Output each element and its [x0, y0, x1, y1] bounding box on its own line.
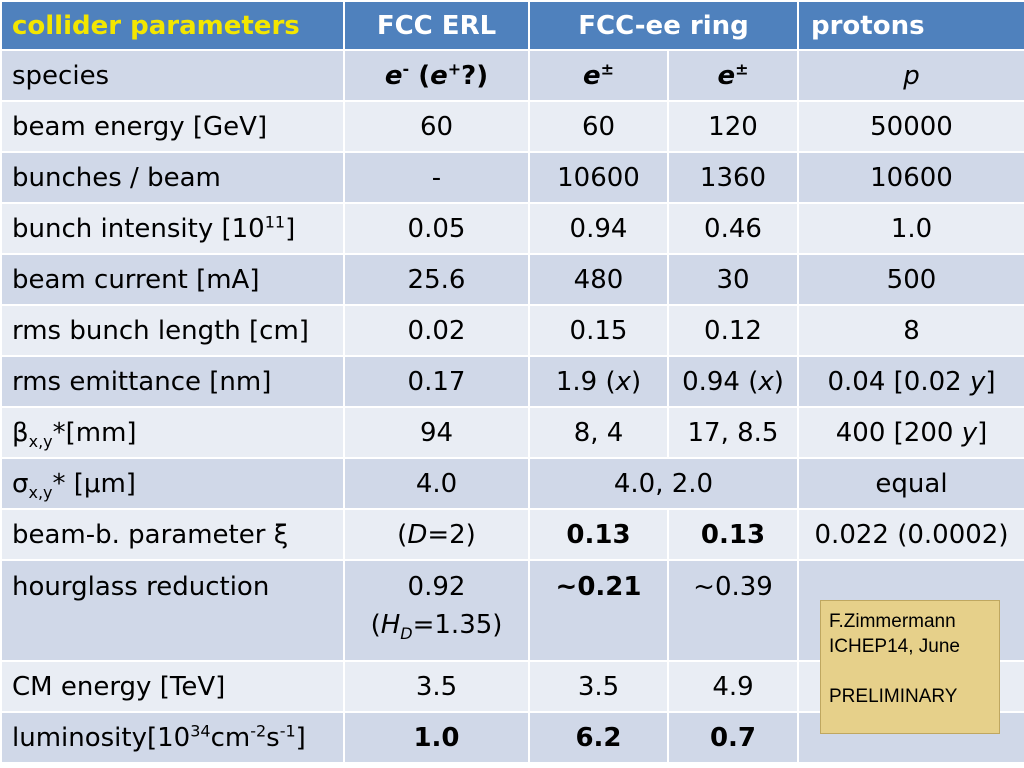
cell-erl: 0.05	[343, 202, 530, 255]
table-title: collider parameters	[0, 0, 345, 51]
cell-protons: equal	[797, 457, 1024, 510]
cell-ring120: 120	[667, 100, 799, 153]
column-header-protons: protons	[797, 0, 1024, 51]
cell-protons: 50000	[797, 100, 1024, 153]
cell-erl: 1.0	[343, 711, 530, 764]
cell-ring120: 0.13	[667, 508, 799, 561]
cell-ring120: 0.94 (x)	[667, 355, 799, 408]
cell-protons: 0.04 [0.02 y]	[797, 355, 1024, 408]
cell-ring60: 8, 4	[528, 406, 669, 459]
row-label: rms bunch length [cm]	[0, 304, 345, 357]
cell-ring60: 6.2	[528, 711, 669, 764]
cell-ring60: 0.13	[528, 508, 669, 561]
row-label: rms emittance [nm]	[0, 355, 345, 408]
cell-erl: -	[343, 151, 530, 204]
row-label: bunch intensity [1011]	[0, 202, 345, 255]
cell-ring60: 480	[528, 253, 669, 306]
cell-erl: 94	[343, 406, 530, 459]
cell-protons: 500	[797, 253, 1024, 306]
row-label: σx,y* [μm]	[0, 457, 345, 510]
table-row-cm-energy: CM energy [TeV] 3.5 3.5 4.9	[0, 660, 1024, 713]
table-row-species: species e- (e+?) e± e± p	[0, 49, 1024, 102]
row-label: species	[0, 49, 345, 102]
table-row-bunches: bunches / beam - 10600 1360 10600	[0, 151, 1024, 204]
cell-erl: 60	[343, 100, 530, 153]
cell-ring60-species: e±	[528, 49, 669, 102]
cell-erl: 0.92 (HD=1.35)	[343, 559, 530, 662]
row-label: beam current [mA]	[0, 253, 345, 306]
cell-erl: 25.6	[343, 253, 530, 306]
author-note-box: F.Zimmermann ICHEP14, June PRELIMINARY	[820, 600, 1000, 734]
table-row-bunch-length: rms bunch length [cm] 0.02 0.15 0.12 8	[0, 304, 1024, 357]
row-label: βx,y*[mm]	[0, 406, 345, 459]
table-row-sigma-star: σx,y* [μm] 4.0 4.0, 2.0 equal	[0, 457, 1024, 510]
column-header-fcc-ee-ring: FCC-ee ring	[528, 0, 799, 51]
cell-protons-species: p	[797, 49, 1024, 102]
cell-ring60: 1.9 (x)	[528, 355, 669, 408]
cell-ring120: 30	[667, 253, 799, 306]
cell-ring120: 0.7	[667, 711, 799, 764]
row-label: beam-b. parameter ξ	[0, 508, 345, 561]
cell-ring60: 60	[528, 100, 669, 153]
cell-erl: 4.0	[343, 457, 530, 510]
row-label: beam energy [GeV]	[0, 100, 345, 153]
row-label: hourglass reduction	[0, 559, 345, 662]
note-status: PRELIMINARY	[829, 686, 958, 707]
table-row-beta-star: βx,y*[mm] 94 8, 4 17, 8.5 400 [200 y]	[0, 406, 1024, 459]
table-row-beam-beam-parameter: beam-b. parameter ξ (D=2) 0.13 0.13 0.02…	[0, 508, 1024, 561]
cell-ring60: ~0.21	[528, 559, 669, 662]
cell-protons: 0.022 (0.0002)	[797, 508, 1024, 561]
cell-ring120: 17, 8.5	[667, 406, 799, 459]
cell-protons: 10600	[797, 151, 1024, 204]
cell-ring60: 10600	[528, 151, 669, 204]
cell-ring60: 3.5	[528, 660, 669, 713]
header-row: collider parameters FCC ERL FCC-ee ring …	[0, 0, 1024, 51]
cell-protons: 400 [200 y]	[797, 406, 1024, 459]
table-row-beam-energy: beam energy [GeV] 60 60 120 50000	[0, 100, 1024, 153]
row-label: CM energy [TeV]	[0, 660, 345, 713]
row-label: luminosity[1034cm-2s-1]	[0, 711, 345, 764]
cell-ring120: 4.9	[667, 660, 799, 713]
cell-ring: 4.0, 2.0	[528, 457, 799, 510]
note-author: F.Zimmermann	[829, 611, 956, 632]
cell-ring60: 0.15	[528, 304, 669, 357]
note-event: ICHEP14, June	[829, 636, 960, 657]
row-label: bunches / beam	[0, 151, 345, 204]
table-row-beam-current: beam current [mA] 25.6 480 30 500	[0, 253, 1024, 306]
cell-erl: 0.02	[343, 304, 530, 357]
cell-ring120: ~0.39	[667, 559, 799, 662]
cell-erl: 0.17	[343, 355, 530, 408]
table-row-emittance: rms emittance [nm] 0.17 1.9 (x) 0.94 (x)…	[0, 355, 1024, 408]
cell-ring60: 0.94	[528, 202, 669, 255]
cell-protons: 8	[797, 304, 1024, 357]
cell-ring120: 0.12	[667, 304, 799, 357]
cell-ring120: 0.46	[667, 202, 799, 255]
cell-erl: 3.5	[343, 660, 530, 713]
table-row-bunch-intensity: bunch intensity [1011] 0.05 0.94 0.46 1.…	[0, 202, 1024, 255]
cell-ring120-species: e±	[667, 49, 799, 102]
cell-ring120: 1360	[667, 151, 799, 204]
cell-erl: (D=2)	[343, 508, 530, 561]
cell-erl-species: e- (e+?)	[343, 49, 530, 102]
column-header-fcc-erl: FCC ERL	[343, 0, 530, 51]
cell-protons: 1.0	[797, 202, 1024, 255]
